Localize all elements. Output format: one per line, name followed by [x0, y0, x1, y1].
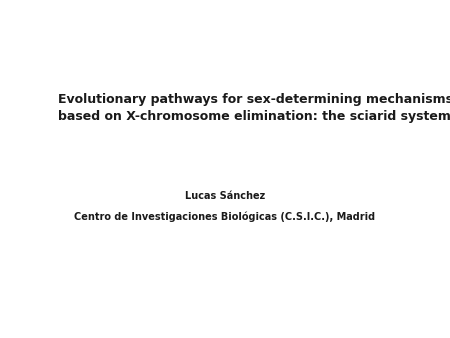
Text: Evolutionary pathways for sex-determining mechanisms
based on X-chromosome elimi: Evolutionary pathways for sex-determinin…	[58, 93, 450, 123]
Text: Centro de Investigaciones Biológicas (C.S.I.C.), Madrid: Centro de Investigaciones Biológicas (C.…	[74, 211, 376, 222]
Text: Lucas Sánchez: Lucas Sánchez	[185, 191, 265, 201]
